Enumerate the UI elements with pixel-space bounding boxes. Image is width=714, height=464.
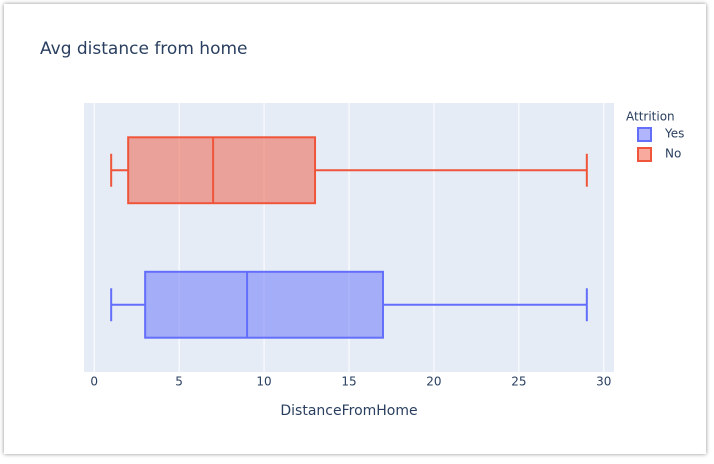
x-tick-label: 25 bbox=[511, 375, 526, 389]
chart-title: Avg distance from home bbox=[40, 39, 248, 59]
legend-swatch bbox=[637, 127, 652, 142]
x-tick-label: 30 bbox=[596, 375, 611, 389]
x-axis-title: DistanceFromHome bbox=[280, 403, 417, 419]
legend-label: Yes bbox=[664, 127, 684, 141]
x-tick-label: 5 bbox=[175, 375, 183, 389]
legend-label: No bbox=[665, 147, 681, 161]
x-tick-label: 10 bbox=[256, 375, 271, 389]
x-tick-label: 20 bbox=[426, 375, 441, 389]
box bbox=[144, 270, 384, 339]
legend-swatch bbox=[637, 147, 652, 162]
legend-title: Attrition bbox=[626, 110, 675, 124]
box bbox=[127, 136, 317, 205]
x-tick-label: 0 bbox=[90, 375, 98, 389]
x-tick-label: 15 bbox=[341, 375, 356, 389]
